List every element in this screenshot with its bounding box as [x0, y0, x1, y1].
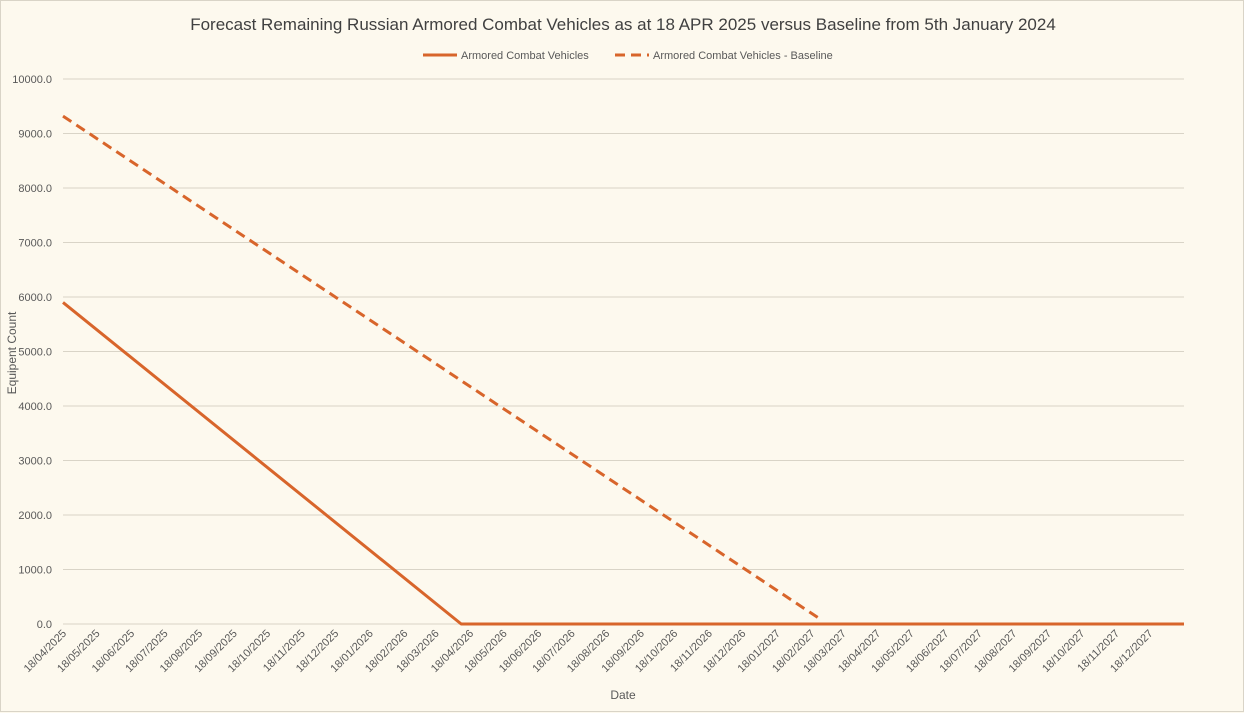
y-tick-label: 7000.0 [18, 238, 52, 250]
y-tick-label: 2000.0 [18, 510, 52, 522]
x-axis-label: Date [610, 688, 636, 702]
legend-entry: Armored Combat Vehicles [461, 50, 589, 62]
y-tick-label: 4000.0 [18, 401, 52, 413]
chart-title: Forecast Remaining Russian Armored Comba… [190, 15, 1056, 34]
y-axis-ticks: 0.0 1000.0 2000.0 3000.0 4000.0 5000.0 6000.0 7… [12, 74, 52, 631]
y-tick-label: 10000.0 [12, 74, 52, 86]
legend-entry: Armored Combat Vehicles - Baseline [653, 50, 833, 62]
baseline-series-line [62, 114, 824, 622]
legend: Armored Combat Vehicles Armored Combat Ve… [423, 50, 833, 62]
y-tick-label: 1000.0 [18, 565, 52, 577]
y-tick-label: 3000.0 [18, 456, 52, 468]
gridlines [63, 78, 1184, 625]
forecast-series-line [62, 301, 1184, 626]
x-axis-ticks: 18/04/202518/05/202518/06/202518/07/2025… [22, 628, 1156, 675]
y-tick-label: 9000.0 [18, 129, 52, 141]
y-tick-label: 6000.0 [18, 292, 52, 304]
y-axis-label: Equipent Count [5, 311, 19, 394]
y-tick-label: 5000.0 [18, 347, 52, 359]
y-tick-label: 0.0 [37, 619, 52, 631]
series-lines [62, 114, 1184, 626]
y-tick-label: 8000.0 [18, 183, 52, 195]
